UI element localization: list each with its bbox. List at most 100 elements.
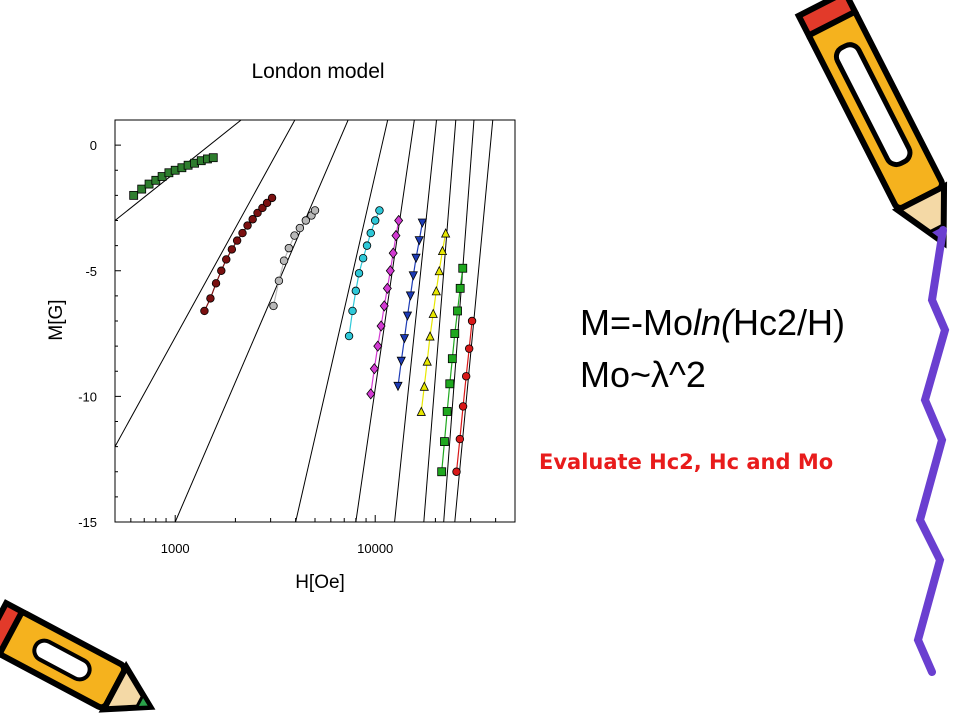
formula-ln: ln(	[693, 302, 734, 343]
formula-prefix: M=-Mo	[580, 302, 694, 343]
data-point	[396, 356, 406, 367]
y-tick-label: 0	[90, 138, 97, 153]
data-point	[445, 379, 455, 389]
data-point	[434, 265, 444, 276]
fit-line	[423, 120, 457, 522]
data-point	[458, 263, 468, 273]
y-tick-label: -15	[78, 515, 97, 530]
data-point	[371, 216, 380, 225]
data-point	[362, 241, 372, 250]
data-point	[414, 236, 424, 246]
data-point	[269, 301, 278, 311]
fit-line	[174, 120, 349, 522]
data-point	[238, 228, 247, 238]
data-point	[419, 381, 429, 391]
data-point	[290, 231, 299, 240]
data-point	[379, 300, 389, 312]
data-point	[284, 243, 294, 253]
data-series	[129, 153, 477, 477]
data-point	[428, 308, 438, 318]
data-point	[388, 247, 398, 259]
data-point	[129, 190, 139, 200]
data-point	[137, 184, 147, 194]
data-point	[458, 402, 468, 411]
data-point	[450, 329, 460, 338]
data-point	[467, 316, 477, 326]
data-point	[452, 467, 461, 476]
data-point	[385, 265, 395, 277]
data-point	[295, 223, 305, 233]
data-point	[417, 218, 427, 228]
series-line	[370, 220, 400, 394]
series-line	[455, 320, 473, 472]
data-point	[279, 256, 289, 265]
x-axis-label: H[Oe]	[295, 572, 345, 593]
data-point	[211, 279, 221, 288]
data-point	[217, 266, 226, 275]
data-point	[208, 153, 218, 163]
fit-lines	[115, 120, 494, 522]
data-point	[393, 381, 403, 392]
data-point	[447, 354, 457, 364]
data-point	[227, 245, 237, 254]
data-point	[301, 216, 311, 225]
data-point	[440, 228, 451, 238]
x-tick-label: 1000	[161, 541, 190, 556]
y-tick-label: -10	[78, 389, 97, 404]
evaluate-note: Evaluate Hc2, Hc and Mo	[539, 450, 834, 474]
data-point	[274, 276, 284, 285]
data-point	[376, 320, 386, 332]
data-point	[442, 407, 452, 416]
data-point	[253, 208, 262, 218]
data-point	[243, 221, 252, 230]
axes: 0 -5 -10 -15 1000 10000	[78, 119, 516, 556]
data-point	[200, 306, 209, 316]
formula-suffix: Hc2/H)	[733, 302, 846, 343]
data-point	[440, 437, 449, 447]
data-point	[408, 271, 418, 281]
data-point	[431, 285, 441, 296]
x-tick-label: 10000	[357, 541, 393, 556]
magnetization-chart: London model 0 -5 -10 -15 1000 10000 H[Oe] M[…	[46, 60, 516, 593]
data-point	[348, 306, 357, 316]
data-point	[399, 334, 410, 344]
data-point	[310, 206, 320, 215]
data-point	[402, 311, 413, 321]
data-point	[373, 340, 383, 352]
fit-line	[454, 120, 494, 522]
data-point	[206, 294, 215, 303]
data-point	[437, 245, 448, 256]
data-point	[351, 286, 361, 296]
data-point	[416, 406, 426, 416]
formula-line-1: M=-Moln(Hc2/H)	[580, 303, 845, 343]
data-point	[267, 193, 277, 203]
data-point	[411, 253, 421, 264]
fit-line	[295, 120, 389, 522]
data-point	[405, 291, 416, 301]
data-point	[366, 388, 376, 400]
data-point	[394, 214, 404, 227]
data-point	[464, 344, 474, 353]
data-point	[344, 331, 354, 341]
data-point	[358, 253, 368, 263]
data-point	[455, 283, 465, 293]
formula-line-2: Mo~λ^2	[580, 354, 706, 395]
data-point	[262, 198, 272, 208]
y-tick-label: -5	[85, 264, 97, 279]
data-point	[375, 206, 384, 215]
data-point	[425, 331, 435, 341]
fit-line	[115, 120, 242, 221]
fit-line	[443, 120, 475, 522]
data-point	[422, 356, 432, 366]
data-point	[354, 269, 364, 278]
data-point	[455, 434, 465, 444]
data-point	[222, 255, 231, 264]
fit-line	[394, 120, 438, 522]
data-point	[437, 467, 447, 477]
fit-line	[115, 120, 296, 447]
data-point	[366, 228, 375, 238]
chart-title: London model	[251, 60, 384, 83]
